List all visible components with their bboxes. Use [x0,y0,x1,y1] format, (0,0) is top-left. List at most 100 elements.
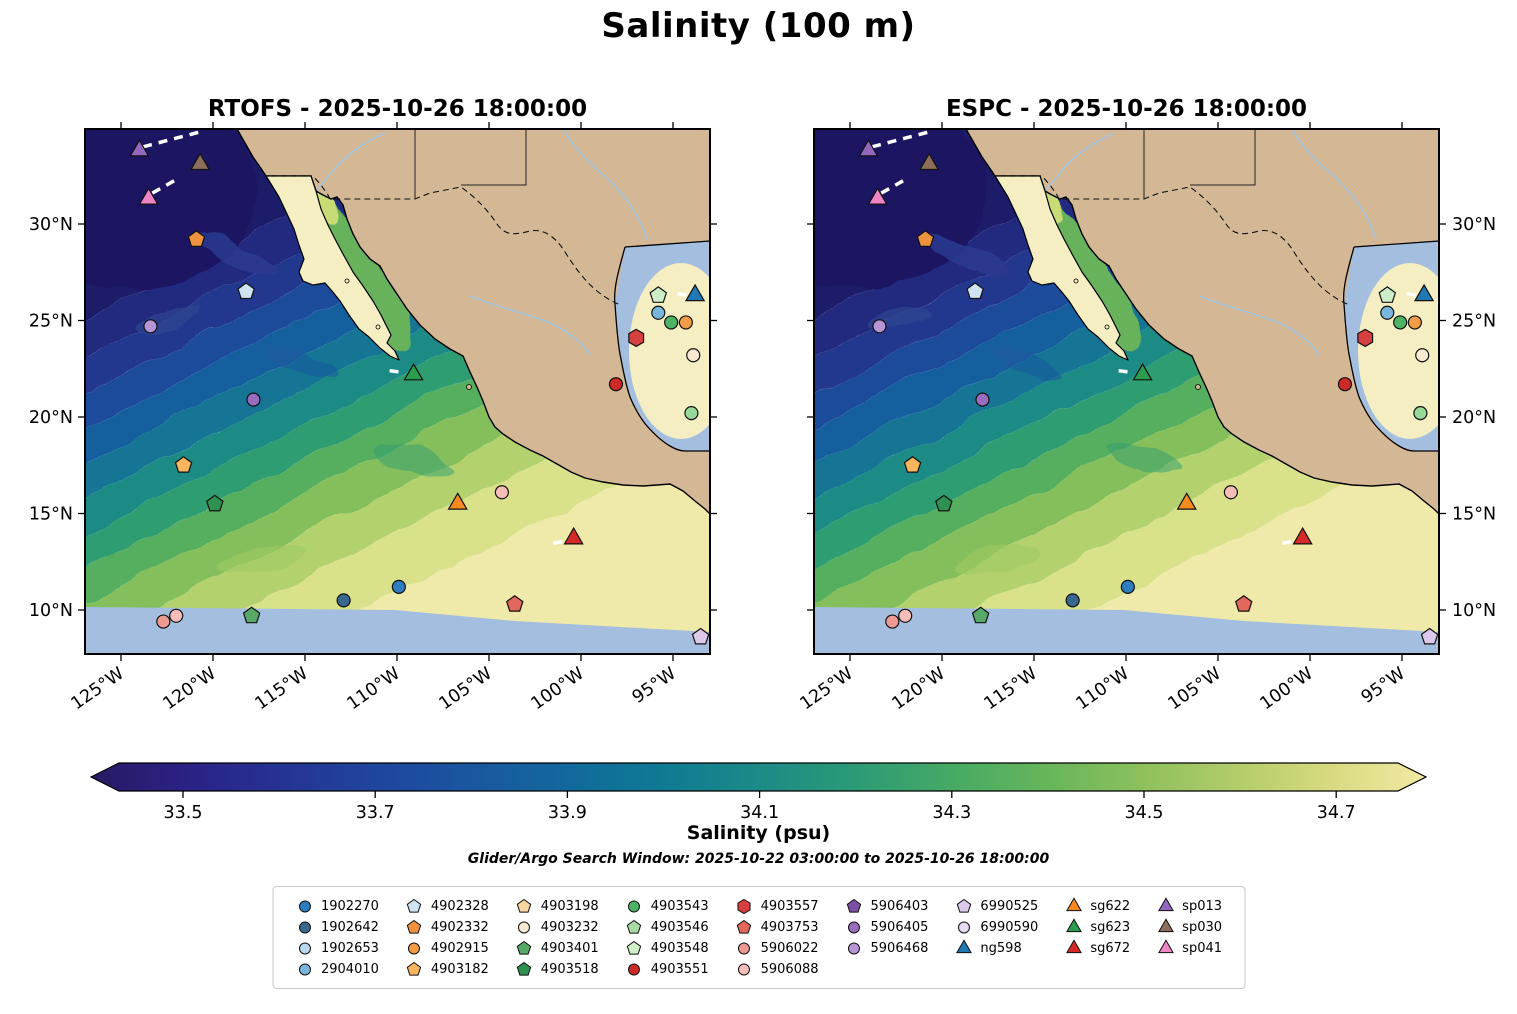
platform-marker-4903551 [1337,377,1353,392]
platform-marker-1902642 [1065,593,1080,608]
platform-marker-5906405 [246,392,261,407]
lon-tick-label: 100°W [528,664,588,714]
legend-marker-4903543 [628,900,641,912]
island [1104,324,1110,330]
colorbar-ticks: 33.5 33.7 33.9 34.1 34.3 34.5 34.7 [164,791,1356,823]
legend-column: 4903198 4903232 4903401 4903518 [515,896,599,979]
legend-label: 5906468 [870,940,929,956]
lat-tick-label: 25°N [29,312,73,332]
platform-marker-4903182 [174,456,193,473]
legend-entry-5906022: 5906022 [735,938,819,958]
platform-marker-4903182 [903,456,922,473]
legend-entry-4902332: 4902332 [405,917,489,937]
legend-marker-6990525 [956,898,972,913]
legend-marker-4903546 [626,919,642,934]
legend-label: sp041 [1182,940,1223,956]
platform-marker-4902328 [966,282,984,300]
platform-marker-sg623 [403,362,424,381]
legend-label: 4903548 [650,940,709,956]
glider-track-sg672 [1282,538,1297,546]
lon-tick-label: 125°W [68,664,128,714]
platform-marker-5906468 [872,319,887,334]
colorbar-svg: 33.5 33.7 33.9 34.1 34.3 34.5 34.7 [89,762,1428,823]
legend-entry-5906405: 5906405 [845,917,928,937]
platform-marker-2904010 [651,305,666,320]
legend-marker-4903232 [518,921,531,933]
platform-marker-sp041 [138,187,159,205]
lon-tick-label: 115°W [981,664,1041,714]
legend-marker-sg623 [1065,917,1082,932]
no-data-ocean [814,607,1439,654]
legend-column: 5906403 5906405 5906468 [845,896,929,979]
legend-marker-2904010 [298,963,311,975]
legend-entry-4903548: 4903548 [625,938,709,958]
gulf-of-mexico-interior [1358,263,1439,439]
legend-entry-sg623: sg623 [1064,917,1130,937]
lon-tick-label: 100°W [1257,664,1317,714]
lon-tick-label: 110°W [1073,664,1133,714]
panel-espc-title: ESPC - 2025-10-26 18:00:00 [945,96,1308,122]
legend-label: 6990525 [980,898,1039,914]
platform-marker-ng598 [1413,283,1435,302]
legend-marker-4903198 [517,898,532,913]
legend-label: 4903546 [650,919,709,935]
legend-marker-4903182 [407,961,422,976]
gulf-of-mexico-interior [629,263,710,439]
legend-marker-sg622 [1065,896,1082,911]
legend-entry-4903232: 4903232 [515,917,599,937]
legend-entry-1902642: 1902642 [295,917,379,937]
platform-marker-4903543 [1393,315,1408,330]
legend-label: 2904010 [320,961,379,977]
glider-track-sp013 [871,129,932,149]
lon-tick-label: 125°W [797,664,857,714]
lon-tick-label: 110°W [344,664,404,714]
gulf-coastline [613,240,710,452]
lat-tick-label: 10°N [29,601,73,621]
legend-marker-5906468 [848,942,861,954]
legend-entry-4903518: 4903518 [515,959,599,979]
platform-marker-4903518 [206,494,224,512]
legend-label: 4903232 [540,919,599,935]
platform-marker-4902328 [237,282,255,300]
glider-track-sg672 [553,538,568,546]
platform-marker-unlabeled [684,406,699,421]
platform-marker-4903548 [649,286,668,303]
colorbar-tick-label: 34.1 [740,803,779,823]
island [1073,278,1079,284]
legend-entry-4903551: 4903551 [625,959,709,979]
legend-entry-6990590: 6990590 [954,917,1038,937]
legend-label: 4903518 [540,961,599,977]
legend-column: 4903543 4903546 4903548 4903551 [625,896,709,979]
pacific-coastline [965,129,1439,515]
platform-marker-4902332 [187,230,206,247]
legend-marker-4902332 [407,919,422,934]
legend-label: 1902653 [320,940,379,956]
legend-column: 1902270 1902642 1902653 2904010 [295,896,379,979]
legend-label: sp030 [1182,919,1223,935]
platform-marker-5906022 [885,614,900,629]
figure-title: Salinity (100 m) [601,6,916,46]
legend-label: 1902642 [320,919,379,935]
legend-marker-4903551 [628,963,641,975]
platform-marker-6990525 [691,627,710,645]
legend-entry-sp030: sp030 [1156,917,1222,937]
legend-entry-5906468: 5906468 [845,938,929,958]
legend-marker-6990590 [957,921,970,933]
baja-california [994,175,1129,361]
platform-marker-1902642 [336,593,351,608]
legend-entry-2904010: 2904010 [295,959,379,979]
lat-tick-label: 10°N [1452,601,1496,621]
no-data-ocean [85,607,710,654]
platform-marker-4902332 [916,230,935,247]
platform-marker-sp013 [858,138,879,157]
legend-entry-4903198: 4903198 [515,896,599,916]
platform-marker-sp030 [189,152,211,171]
island [375,324,381,330]
platform-marker-sp030 [918,152,940,171]
legend-marker-4903753 [736,919,752,934]
colorbar-tick-label: 34.3 [932,803,971,823]
platform-marker-5906088 [169,608,184,623]
platform-marker-ng598 [684,283,706,302]
legend-label: sg672 [1090,940,1131,956]
